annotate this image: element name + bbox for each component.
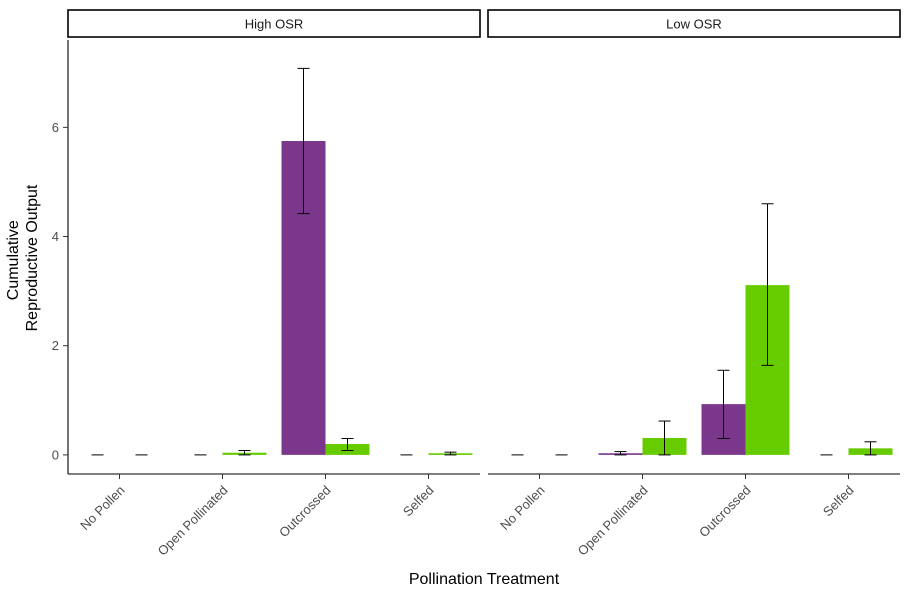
- panel-title: High OSR: [245, 17, 304, 32]
- y-axis: 0 2 4 6: [52, 40, 69, 474]
- y-tick-label: 0: [52, 447, 59, 462]
- x-tick-label: Selfed: [400, 483, 437, 520]
- y-axis-title-line-1: Cumulative: [5, 220, 22, 300]
- y-tick-label: 4: [52, 229, 59, 244]
- panel-strip: [487, 9, 901, 38]
- panel-strip: [67, 9, 481, 38]
- panels-layer: High OSR No Pollen Open Pollinated Outcross…: [67, 9, 901, 559]
- panel-2: Low OSR No Pollen Open Pollinated Outcrosse…: [487, 9, 901, 559]
- panel-1: High OSR No Pollen Open Pollinated Outcross…: [67, 9, 481, 559]
- x-tick-label: Open Pollinated: [575, 483, 651, 559]
- y-tick-label: 2: [52, 338, 59, 353]
- y-tick-label: 6: [52, 120, 59, 135]
- x-tick-label: Outcrossed: [276, 483, 334, 541]
- x-tick-label: No Pollen: [77, 483, 127, 533]
- x-tick-label: Open Pollinated: [155, 483, 231, 559]
- y-axis-title-line-2: Reproductive Output: [24, 184, 41, 331]
- y-axis-title: Cumulative Reproductive Output: [5, 184, 41, 331]
- x-axis-title: Pollination Treatment: [409, 571, 560, 588]
- x-tick-label: Outcrossed: [696, 483, 754, 541]
- panel-title: Low OSR: [666, 17, 722, 32]
- x-tick-label: No Pollen: [497, 483, 547, 533]
- x-tick-label: Selfed: [820, 483, 857, 520]
